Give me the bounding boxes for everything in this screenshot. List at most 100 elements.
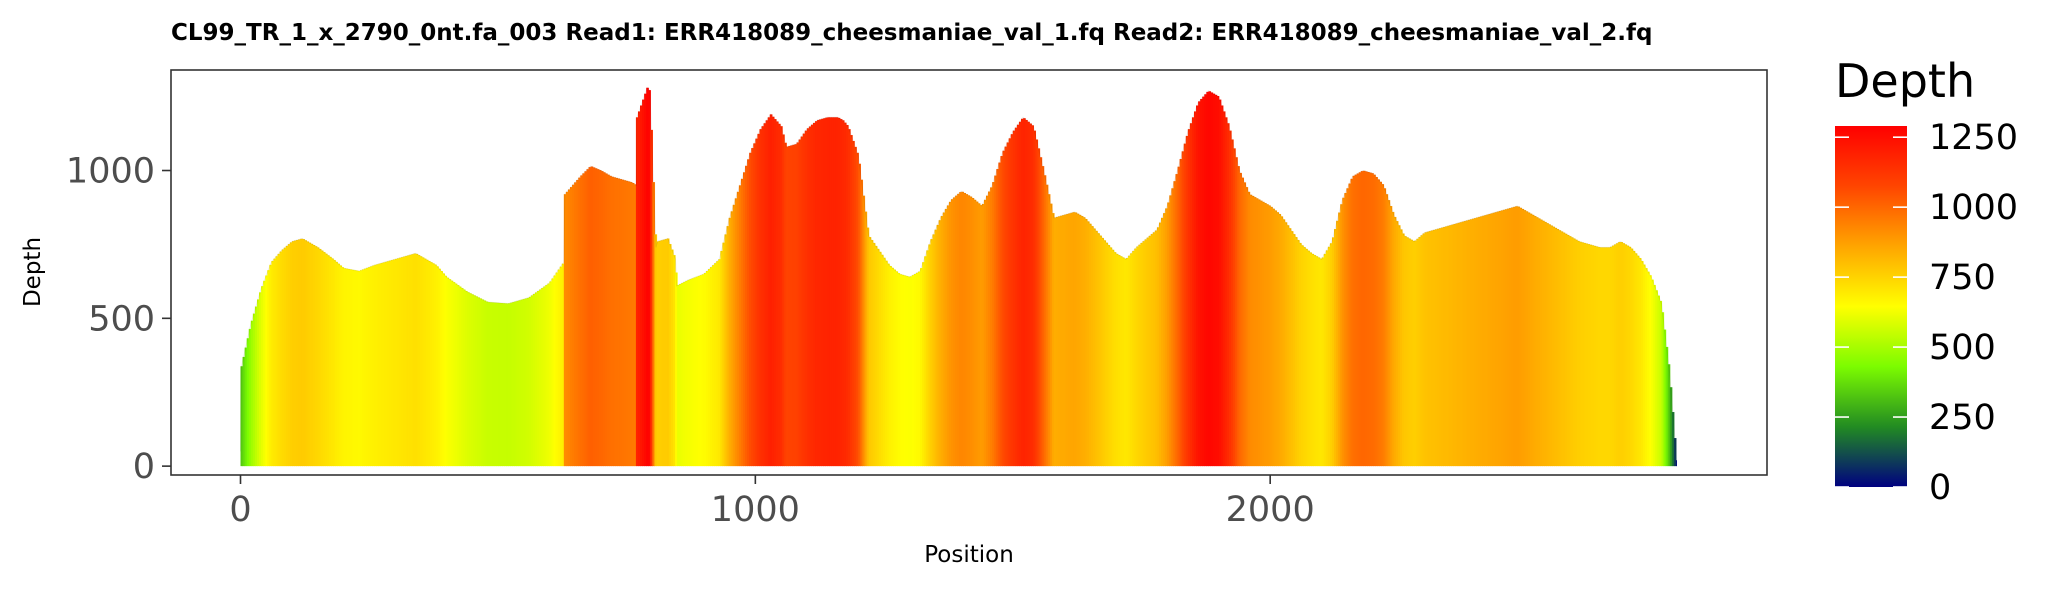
legend-tick-label: 250 (1929, 398, 1996, 438)
depth-strip (654, 234, 658, 467)
depth-strip (559, 266, 563, 467)
depth-strip (913, 273, 917, 467)
depth-strip (1667, 364, 1671, 467)
depth-strip (1375, 177, 1378, 467)
depth-strip (1200, 98, 1203, 467)
depth-strip (1461, 221, 1465, 467)
depth-strip (1082, 217, 1086, 467)
depth-strip (294, 240, 297, 467)
depth-strip (1251, 195, 1255, 467)
depth-strip (592, 167, 596, 467)
depth-strip (1198, 101, 1201, 467)
depth-strip (835, 117, 839, 467)
depth-strip (477, 297, 480, 467)
depth-strip (594, 168, 598, 467)
depth-strip (1342, 197, 1345, 467)
depth-strip (796, 142, 800, 467)
depth-strip (1560, 231, 1564, 467)
depth-strip (1418, 237, 1422, 467)
depth-strip (380, 263, 384, 467)
depth-strip (411, 254, 415, 467)
depth-strip (1288, 228, 1292, 467)
depth-strip (401, 257, 404, 467)
depth-strip (1416, 238, 1420, 467)
depth-strip (1018, 121, 1022, 467)
depth-strip (936, 224, 940, 467)
depth-strip (425, 259, 429, 467)
depth-strip (1484, 215, 1488, 467)
depth-strip (1607, 247, 1611, 467)
depth-strip (761, 126, 765, 467)
depth-strip (615, 177, 618, 467)
depth-strip (765, 120, 769, 467)
depth-strip (860, 179, 864, 467)
depth-strip (252, 313, 256, 467)
depth-strip (854, 146, 857, 467)
depth-strip (277, 253, 281, 467)
depth-strip (1669, 387, 1673, 467)
depth-strip (265, 275, 268, 467)
depth-strip (1113, 252, 1117, 467)
depth-strip (668, 244, 672, 467)
depth-strip (1644, 268, 1648, 467)
depth-strip (1490, 213, 1494, 467)
depth-strip (893, 269, 896, 467)
depth-strip (384, 261, 388, 467)
depth-strip (1523, 210, 1527, 467)
depth-strip (495, 302, 499, 467)
depth-strip (491, 302, 495, 467)
depth-strip (479, 298, 483, 467)
depth-strip (1492, 212, 1496, 467)
depth-strip (1301, 245, 1304, 467)
depth-strip (1634, 253, 1638, 467)
depth-strip (1331, 237, 1335, 467)
depth-strip (1173, 181, 1177, 467)
depth-strip (903, 275, 907, 467)
depth-strip (1175, 174, 1179, 467)
depth-strip (327, 255, 330, 467)
depth-strip (827, 117, 831, 467)
depth-strip (467, 292, 470, 467)
depth-strip (1488, 213, 1492, 467)
y-tick-label: 500 (88, 299, 155, 339)
depth-strip (1027, 121, 1030, 467)
depth-strip (1480, 216, 1483, 467)
depth-strip (322, 252, 326, 467)
depth-strip (932, 234, 936, 467)
depth-strip (1389, 205, 1393, 467)
depth-strip (664, 239, 668, 467)
depth-strip (1132, 250, 1135, 467)
depth-strip (726, 226, 730, 467)
depth-strip (378, 263, 382, 467)
depth-strip (438, 268, 441, 467)
depth-strip (1045, 184, 1049, 467)
depth-strip (794, 144, 798, 467)
depth-strip (1142, 241, 1146, 467)
depth-strip (454, 283, 458, 467)
depth-strip (621, 179, 625, 467)
depth-strip (357, 271, 361, 467)
depth-strip (1597, 247, 1601, 467)
depth-strip (1319, 258, 1323, 467)
depth-strip (1441, 227, 1444, 467)
depth-strip (996, 169, 999, 467)
depth-strip (423, 258, 427, 467)
depth-strip (359, 270, 363, 467)
depth-strip (1663, 329, 1667, 467)
depth-strip (883, 257, 886, 467)
depth-strip (1453, 224, 1457, 467)
depth-strip (714, 263, 717, 467)
depth-strip (1595, 246, 1599, 467)
depth-strip (1544, 221, 1547, 467)
depth-strip (829, 117, 833, 467)
depth-strip (843, 122, 847, 467)
plot-panel-border (170, 69, 1768, 476)
depth-strip (740, 178, 744, 467)
depth-strip (1216, 96, 1220, 467)
depth-strip (1455, 223, 1459, 467)
depth-strip (722, 242, 726, 467)
depth-strip (458, 286, 462, 467)
depth-strip (1321, 257, 1325, 467)
depth-strip (1430, 230, 1434, 467)
depth-strip (1548, 224, 1551, 467)
